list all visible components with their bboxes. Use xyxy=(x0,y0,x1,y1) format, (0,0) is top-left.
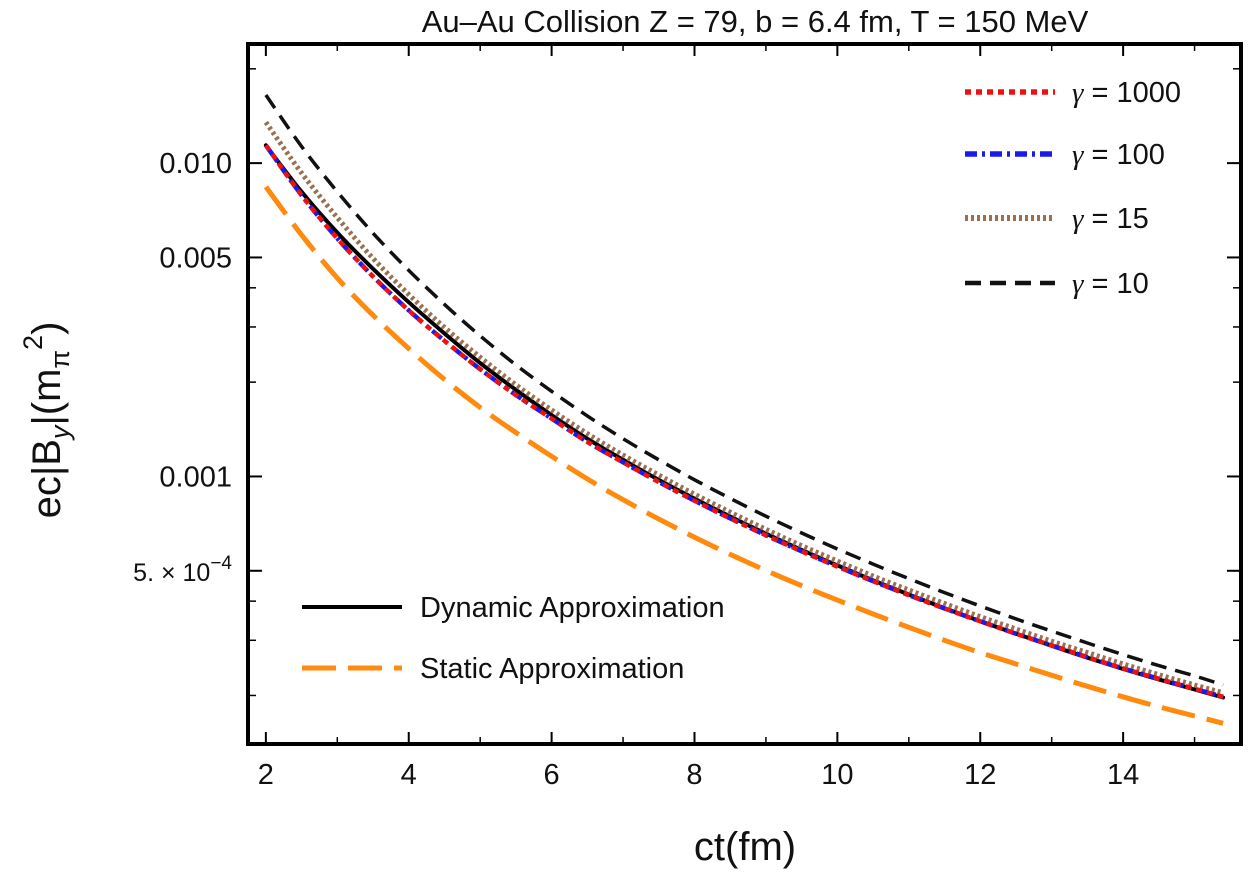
x-tick-label: 2 xyxy=(258,759,274,791)
legend-label-5: Static Approximation xyxy=(420,653,684,685)
y-tick-label: 0.010 xyxy=(159,148,232,180)
y-axis-label-sub1: y xyxy=(45,424,75,441)
legend-label-1: γ = 100 xyxy=(1072,139,1165,171)
x-axis-ticks: 2 4 6 8 10 12 14 xyxy=(258,44,1196,791)
y-tick-label: 0.005 xyxy=(159,242,232,274)
series-line-3 xyxy=(264,94,1224,687)
y-axis-label-prefix: ec|B xyxy=(25,439,69,518)
x-tick-label: 12 xyxy=(964,759,996,791)
y-axis-label-sub2: π xyxy=(45,350,75,369)
x-tick-label: 4 xyxy=(401,759,417,791)
x-tick-label: 14 xyxy=(1107,759,1139,791)
legend-lower-left: Dynamic Approximation Static Approximatio… xyxy=(302,592,725,685)
y-axis-ticks: 5. × 10−4 0.001 0.005 0.010 xyxy=(133,68,1241,697)
legend-label-2: γ = 15 xyxy=(1072,203,1149,235)
series-line-2 xyxy=(263,120,1224,696)
legend-label-4: Dynamic Approximation xyxy=(420,592,725,624)
x-tick-label: 10 xyxy=(821,759,853,791)
chart-title: Au–Au Collision Z = 79, b = 6.4 fm, T = … xyxy=(422,4,1089,39)
y-axis-label: ec|By|(mπ2) xyxy=(18,322,75,519)
x-tick-label: 6 xyxy=(544,759,560,791)
legend-top-right: γ = 1000 γ = 100 γ = 15 γ = 10 xyxy=(965,77,1181,300)
series-line-0 xyxy=(264,143,1224,699)
y-tick-label: 5. × 10−4 xyxy=(133,553,232,587)
series-line-5 xyxy=(263,185,1224,726)
legend-label-3: γ = 10 xyxy=(1072,268,1149,300)
y-axis-label-mid: |(m xyxy=(25,369,69,426)
y-axis-label-suffix: ) xyxy=(25,322,69,335)
y-tick-label: 0.001 xyxy=(159,461,232,493)
legend-label-0: γ = 1000 xyxy=(1072,77,1181,109)
series-lines xyxy=(263,94,1226,726)
y-axis-label-sup: 2 xyxy=(18,335,48,350)
x-axis-label: ct(fm) xyxy=(694,825,796,869)
plot-frame xyxy=(246,42,1243,746)
x-tick-label: 8 xyxy=(686,759,702,791)
